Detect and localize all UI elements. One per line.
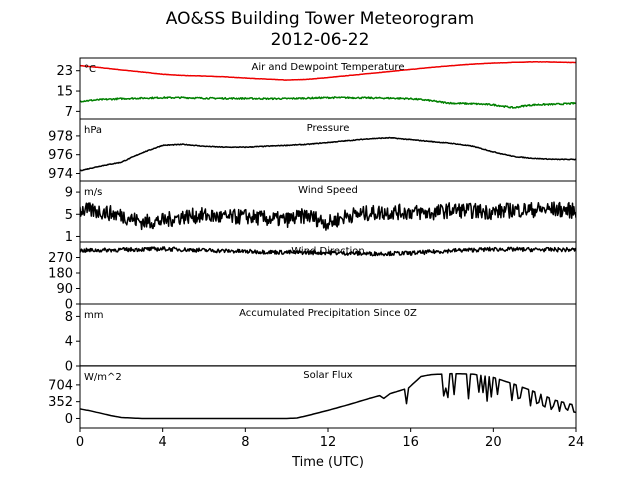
x-tick-label: 4 xyxy=(159,435,167,450)
y-tick-label: 15 xyxy=(56,85,73,100)
y-tick-label: 0 xyxy=(65,412,73,427)
x-tick-label: 16 xyxy=(402,435,419,450)
panel-title: Solar Flux xyxy=(303,370,353,381)
panel-unit: °C xyxy=(84,64,96,75)
y-tick-label: 7 xyxy=(65,105,73,120)
panel-title: Wind Speed xyxy=(298,185,358,196)
y-tick-label: 180 xyxy=(48,267,73,282)
y-tick-label: 0 xyxy=(65,360,73,375)
y-tick-label: 978 xyxy=(48,129,73,144)
y-tick-label: 974 xyxy=(48,167,73,182)
series-line-1-0 xyxy=(80,136,576,172)
series-line-0-0 xyxy=(80,60,576,81)
y-tick-label: 4 xyxy=(65,335,73,350)
panel-title: Pressure xyxy=(307,123,350,134)
y-tick-label: 1 xyxy=(65,230,73,245)
x-tick-label: 8 xyxy=(241,435,249,450)
series-line-2-0 xyxy=(80,201,576,231)
panel-unit: W/m^2 xyxy=(84,372,122,383)
panel-unit: mm xyxy=(84,310,103,321)
y-tick-label: 976 xyxy=(48,148,73,163)
x-tick-label: 24 xyxy=(568,435,585,450)
panel-1: 974 976 978 hPa Pressure xyxy=(48,118,577,182)
series-line-5-0 xyxy=(80,372,576,420)
series-line-3-0 xyxy=(80,246,576,257)
panel-title: Wind Direction xyxy=(291,246,365,257)
y-tick-label: 704 xyxy=(48,378,73,393)
panel-unit: hPa xyxy=(84,125,102,136)
x-tick-label: 12 xyxy=(320,435,337,450)
panel-2: 1 5 9 m/s Wind Speed xyxy=(65,180,577,245)
x-axis-label: Time (UTC) xyxy=(291,455,364,470)
y-tick-label: 270 xyxy=(48,251,73,266)
panel-4: 0 4 8 mm Accumulated Precipitation Since 0Z xyxy=(65,303,577,375)
y-tick-label: 9 xyxy=(65,186,73,201)
y-tick-label: 5 xyxy=(65,208,73,223)
panel-unit: m/s xyxy=(84,187,102,198)
y-tick-label: 23 xyxy=(56,64,73,79)
y-tick-label: 90 xyxy=(56,282,73,297)
panel-title: Accumulated Precipitation Since 0Z xyxy=(239,308,417,319)
panel-title: Air and Dewpoint Temperature xyxy=(252,62,405,73)
chart-title: AO&SS Building Tower Meteorogram xyxy=(166,9,474,29)
chart-subtitle: 2012-06-22 xyxy=(271,30,370,50)
x-tick-label: 0 xyxy=(76,435,84,450)
panel-0: 7 15 23 °C Air and Dewpoint Temperature xyxy=(56,57,577,120)
x-tick-label: 20 xyxy=(485,435,502,450)
y-tick-label: 352 xyxy=(48,395,73,410)
y-tick-label: 0 xyxy=(65,298,73,313)
panel-5: 0 352 704 W/m^2 Solar Flux xyxy=(48,365,577,429)
y-tick-label: 8 xyxy=(65,310,73,325)
series-line-0-1 xyxy=(80,96,576,109)
